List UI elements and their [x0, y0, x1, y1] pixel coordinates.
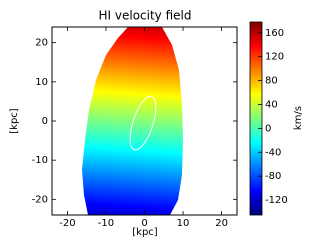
chart-title: HI velocity field — [99, 9, 192, 23]
y-tick-label: -10 — [32, 155, 48, 166]
y-tick-label: 10 — [35, 77, 48, 88]
y-tick-label: -20 — [32, 194, 48, 205]
x-tick-label: -20 — [59, 218, 75, 229]
y-tick-label: 20 — [35, 38, 48, 49]
x-tick-label: 20 — [215, 218, 228, 229]
x-tick-label: 10 — [177, 218, 190, 229]
x-axis-label: [kpc] — [132, 227, 158, 238]
colorbar — [249, 21, 263, 216]
colorbar-tick-label: -40 — [265, 147, 281, 158]
colorbar-label: km/s — [293, 106, 304, 130]
y-tick-label: 0 — [42, 116, 48, 127]
velocity-map — [82, 27, 183, 215]
x-tick-label: 0 — [141, 218, 147, 229]
colorbar-tick-label: 0 — [265, 123, 271, 134]
colorbar-tick-label: 40 — [265, 99, 278, 110]
colorbar-tick-label: -120 — [265, 195, 288, 206]
colorbar-tick-label: 120 — [265, 52, 284, 63]
x-tick-label: -10 — [98, 218, 114, 229]
colorbar-tick-label: -80 — [265, 171, 281, 182]
colorbar-tick-label: 160 — [265, 28, 284, 39]
ellipse — [129, 95, 157, 151]
y-axis-label: [kpc] — [9, 108, 20, 134]
colorbar-tick-label: 80 — [265, 76, 278, 87]
